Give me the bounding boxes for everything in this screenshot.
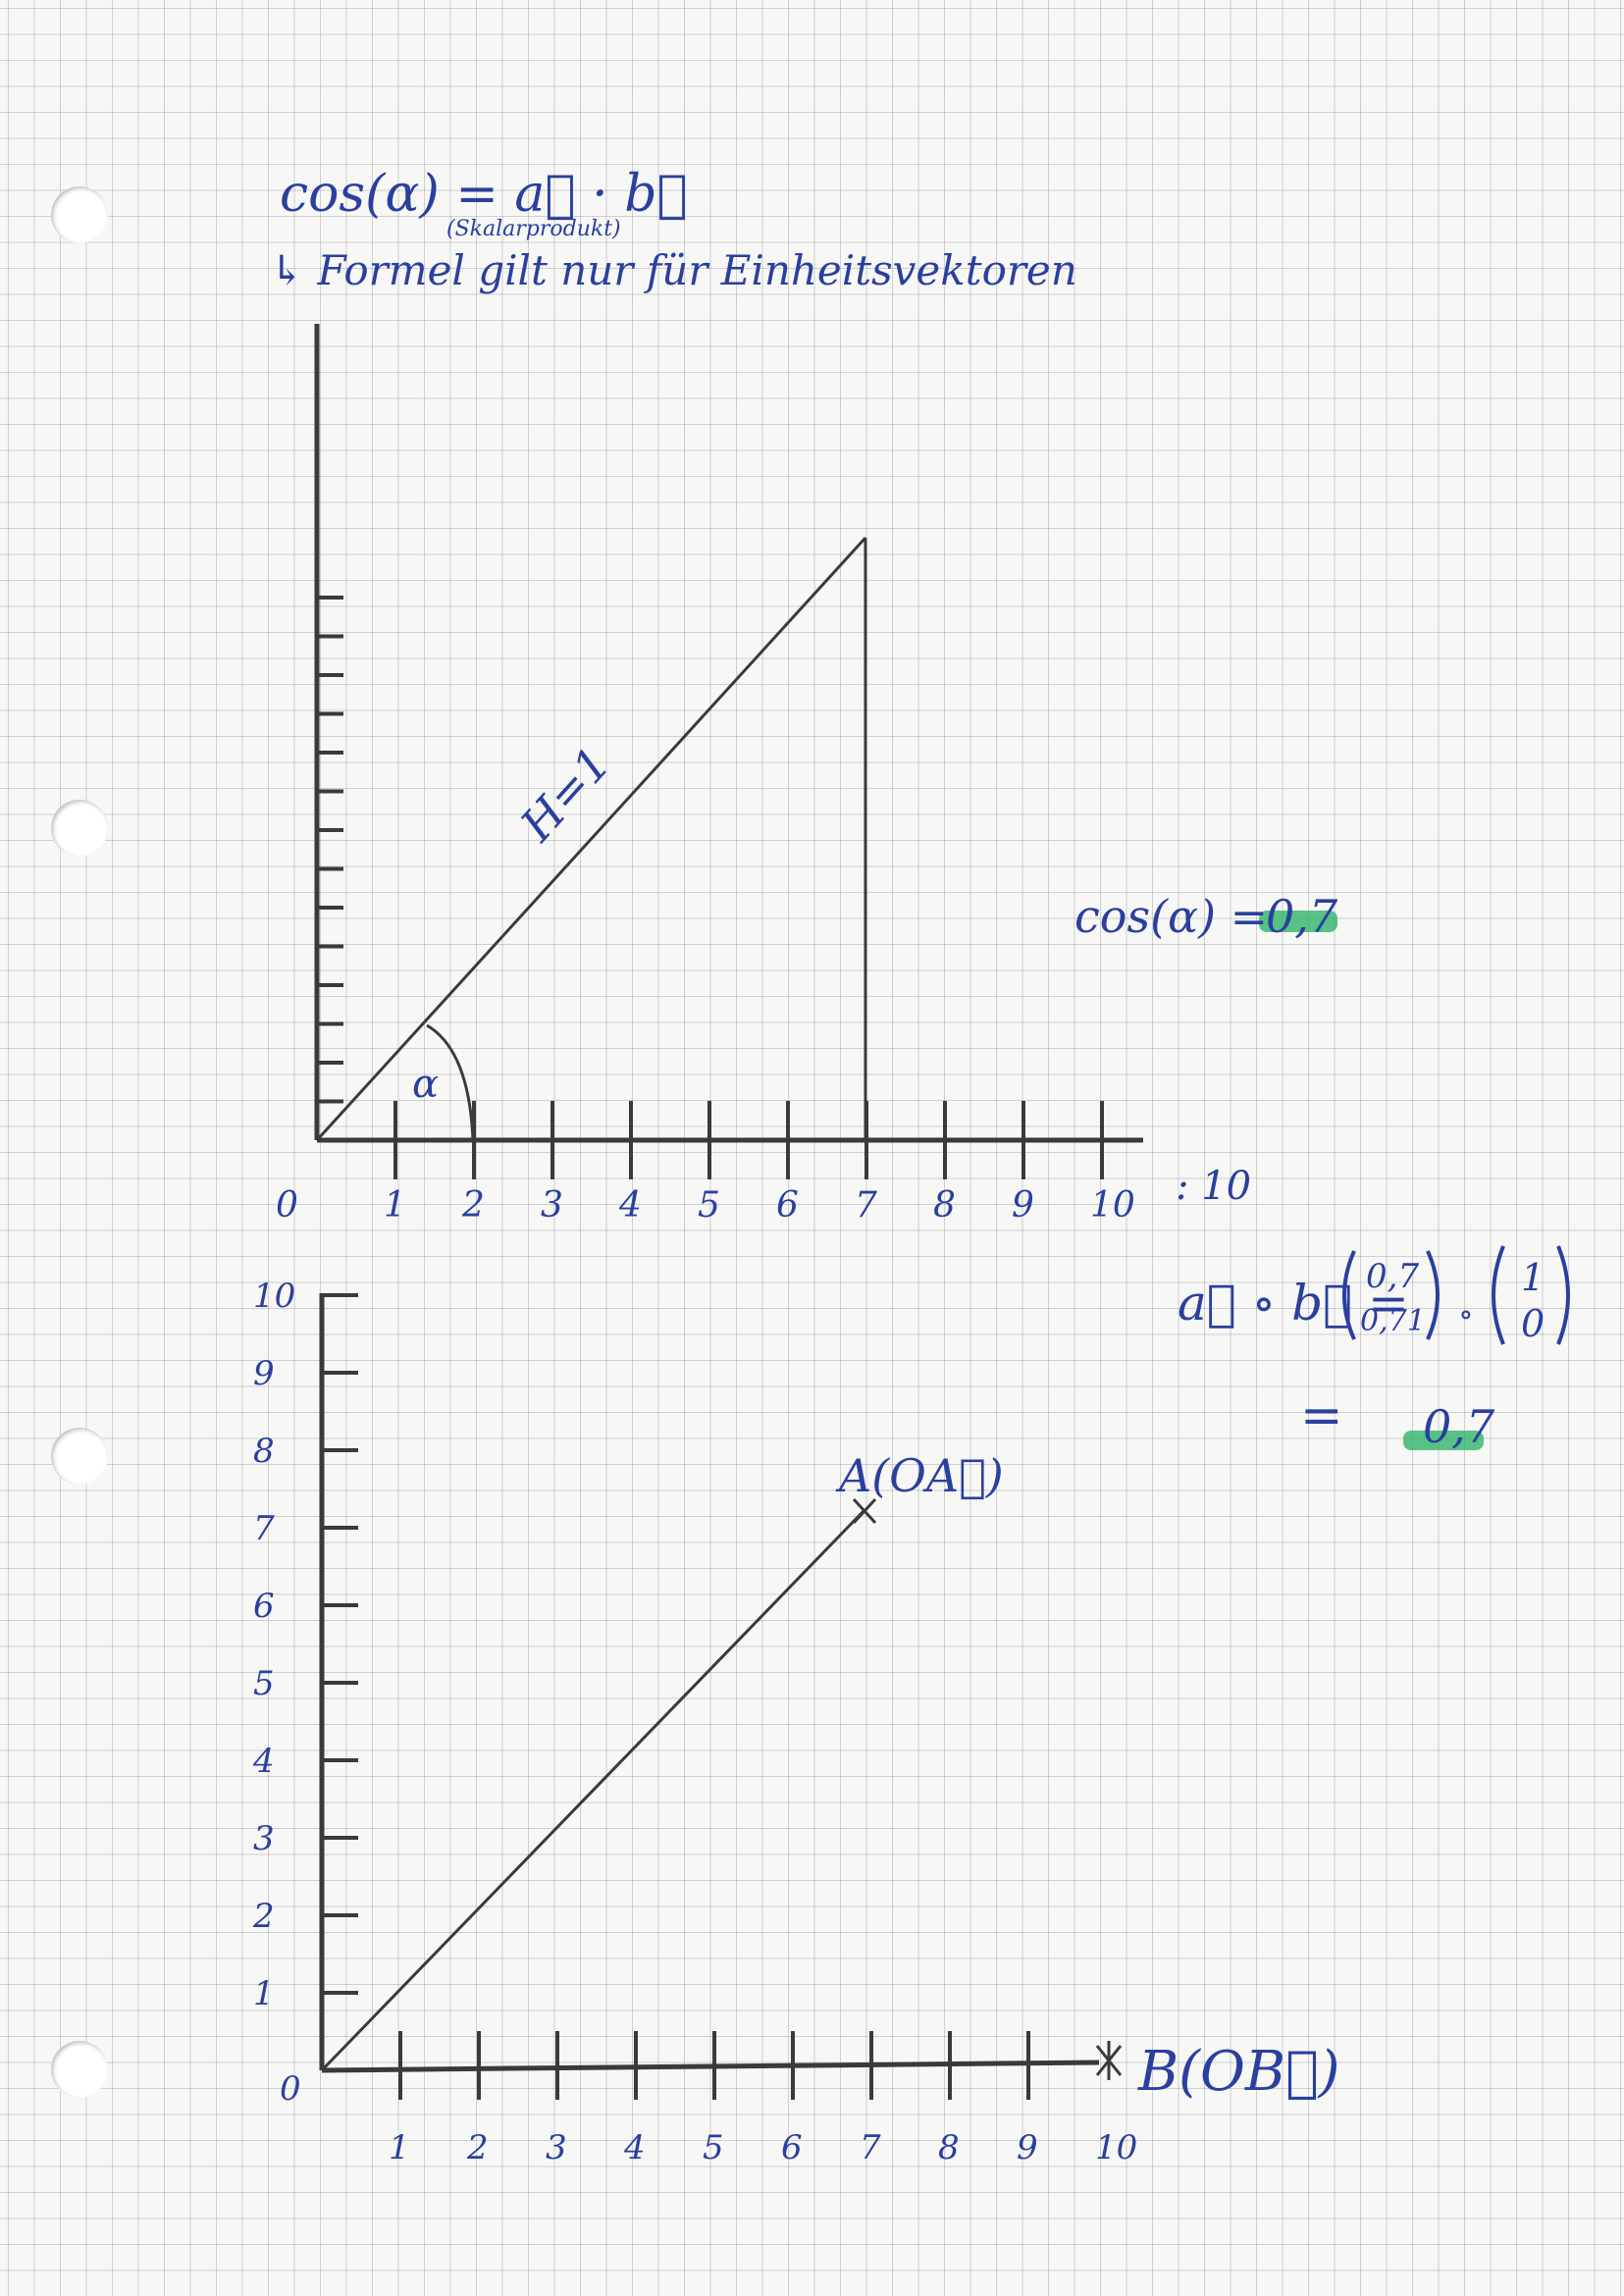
bottom-y-tick-label: 10 [253,1277,295,1316]
point-b-label: B(OB⃗) [1137,2040,1340,2104]
bottom-y-tick-label: 9 [253,1354,275,1393]
bottom-x-tick-label: 8 [938,2128,960,2167]
vector-a-bracket-left [1342,1250,1356,1340]
hypotenuse-label: H=1 [509,737,620,852]
highlight-top-result [1259,911,1337,932]
point-b-marker [1095,2041,1123,2080]
top-x-tick-label: 2 [461,1185,485,1226]
vector-a-bracket-right [1426,1250,1440,1340]
bottom-x-tick-label: 5 [703,2128,724,2167]
punch-hole-1 [51,186,108,243]
punch-hole-3 [51,1428,108,1485]
punch-hole-2 [51,800,108,857]
bottom-y-tick-label: 2 [252,1897,275,1936]
top-x-tick-label: 3 [541,1185,563,1226]
bottom-y-tick-label: 1 [253,1974,275,2013]
bottom-y-tick-label: 6 [253,1587,275,1626]
vector-b-bracket-left [1492,1245,1505,1345]
vector-a-y: 0,71 [1360,1304,1426,1338]
dot-product-result: 0,7 [1423,1400,1495,1453]
top-x-tick-label: 5 [698,1185,720,1226]
dot-product-block: a⃗ ∘ b⃗ = 0,7 0,71 ∘ 1 0 = 0,7 [1178,1245,1570,1453]
bottom-x-tick-label: 9 [1017,2128,1038,2167]
bottom-x-tick-label: 6 [781,2128,803,2167]
dot-product-equals: = [1300,1386,1343,1445]
top-x-tick-label: 8 [933,1185,956,1226]
bottom-x-axis [321,2060,1100,2073]
dot-product-lhs: a⃗ ∘ b⃗ = [1178,1275,1409,1331]
top-x-tick-label: 9 [1012,1185,1034,1226]
highlight-dot-result [1403,1431,1484,1450]
formula-title: cos(α) = a⃗ · b⃗ [280,165,688,224]
bottom-x-tick-marks [398,2031,1030,2100]
point-a-label: A(OA⃗) [835,1449,1004,1502]
bottom-y-tick-label: 8 [253,1432,275,1471]
bottom-y-tick-label: 7 [253,1509,275,1548]
vector-b-x: 1 [1521,1256,1545,1299]
point-a-marker [852,1497,877,1525]
angle-arc [426,1023,475,1141]
top-x-tick-label: 10 [1090,1185,1135,1226]
bottom-y-tick-labels: 1 2 3 4 5 6 7 8 9 10 [252,1277,295,2013]
top-x-tick-label: 7 [855,1185,877,1226]
top-x-tick-label: 0 [276,1185,298,1226]
top-hypotenuse [315,536,867,1142]
result-label: cos(α) = [1074,890,1268,943]
top-x-tick-label: 6 [776,1185,799,1226]
bottom-x-tick-label: 1 [389,2128,410,2167]
bottom-x-tick-label: 3 [546,2128,567,2167]
top-x-tick-labels: 0 1 2 3 4 5 6 7 8 9 10 [276,1185,1135,1226]
angle-label: α [412,1062,439,1107]
bottom-x-tick-labels: 0 1 2 3 4 5 6 7 8 9 10 [280,2069,1137,2167]
bottom-y-tick-label: 5 [253,1664,275,1703]
bottom-x-tick-label: 10 [1095,2128,1137,2167]
vector-a-x: 0,7 [1366,1257,1419,1296]
top-y-tick-marks [317,596,343,1104]
bottom-y-tick-label: 4 [252,1742,275,1781]
top-graph [314,324,1143,1179]
bottom-x-tick-label: 4 [623,2128,646,2167]
top-x-tick-label: 4 [618,1185,642,1226]
formula-remark: ↳ Formel gilt nur für Einheitsvektoren [270,246,1077,294]
bottom-x-tick-label: 7 [860,2128,881,2167]
bottom-x-tick-label: 2 [466,2128,489,2167]
top-x-tick-marks [393,1101,1104,1179]
punch-hole-4 [51,2041,108,2098]
dot-operator: ∘ [1458,1295,1474,1332]
vector-b-y: 0 [1521,1302,1545,1345]
vector-b-bracket-right [1556,1245,1570,1345]
result-value: 0,7 [1266,890,1338,943]
bottom-graph [319,1293,1123,2100]
bottom-x-tick-label: 0 [280,2069,301,2109]
formula-note: (Skalarprodukt) [446,217,621,241]
top-x-tick-label: 1 [384,1185,406,1226]
bottom-y-tick-label: 3 [253,1819,275,1858]
bottom-y-tick-marks [322,1293,358,1995]
scale-note: : 10 [1176,1164,1251,1209]
vector-oa-line [320,1509,865,2072]
